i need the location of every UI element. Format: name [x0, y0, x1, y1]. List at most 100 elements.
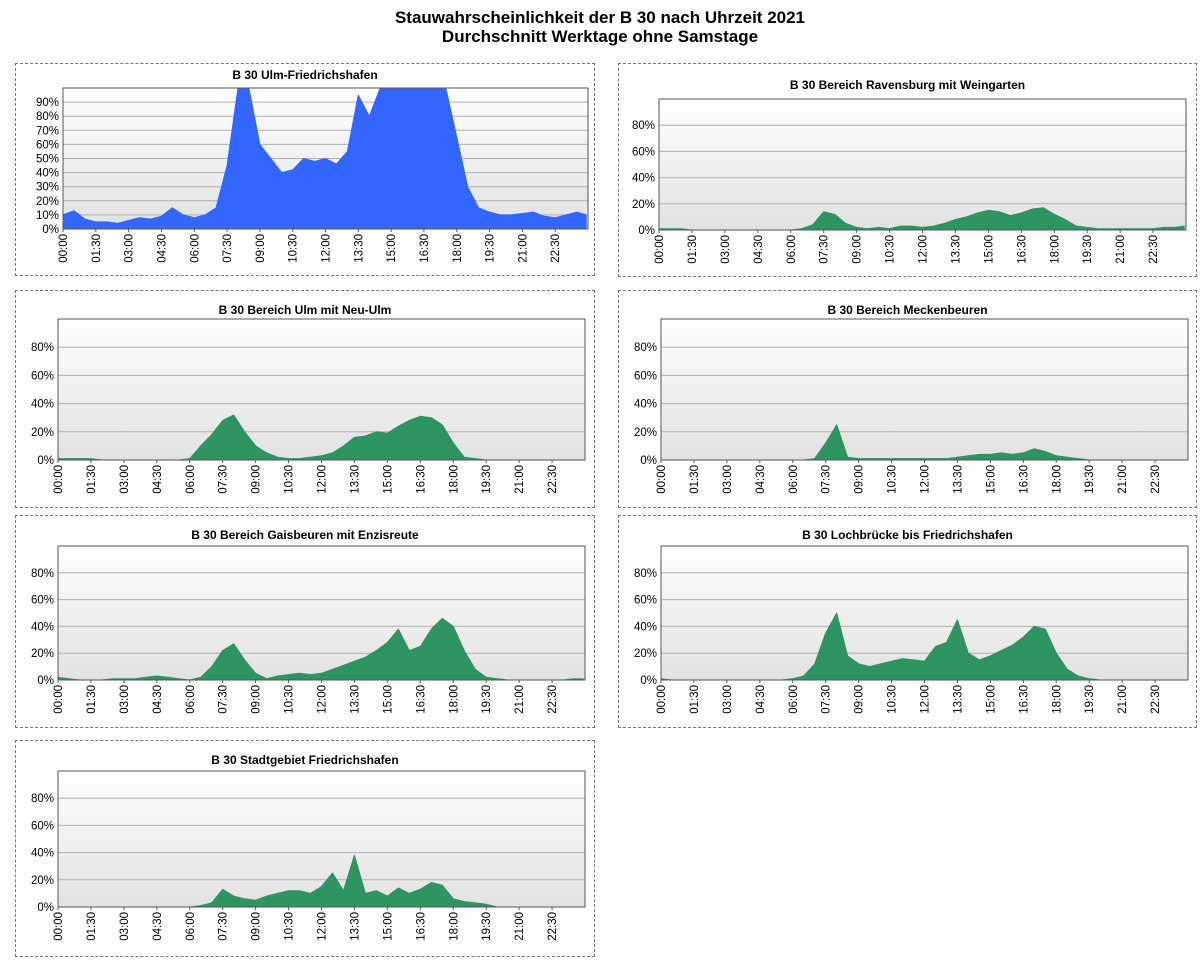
- x-tick-label: 19:30: [481, 912, 493, 941]
- x-tick-label: 06:00: [185, 685, 197, 714]
- x-tick-label: 12:00: [317, 912, 329, 941]
- chart-title: B 30 Bereich Ulm mit Neu-Ulm: [218, 303, 392, 317]
- x-tick-label: 21:00: [517, 234, 529, 263]
- x-tick-label: 00:00: [656, 465, 668, 494]
- chart-svg: 0% 20% 40% 60% 80% 00:00 01:30 03:00 04:30 06:00 0…: [31, 770, 586, 941]
- y-tick-label: 80%: [632, 120, 655, 132]
- chart-title: B 30 Stadtgebiet Friedrichshafen: [211, 753, 399, 767]
- chart-svg: 0% 20% 40% 60% 80% 00:00 01:30 03:00 04:30 06:00 0…: [31, 545, 586, 714]
- x-tick-label: 06:00: [185, 912, 197, 941]
- y-tick-label: 80%: [634, 568, 657, 580]
- y-tick-label: 60%: [632, 146, 655, 158]
- y-tick-label: 60%: [36, 139, 59, 151]
- y-tick-label: 20%: [31, 648, 54, 660]
- chart-title: B 30 Bereich Ravensburg mit Weingarten: [789, 78, 1026, 92]
- x-tick-label: 06:00: [788, 465, 800, 494]
- x-tick-label: 21:00: [1117, 465, 1129, 494]
- x-tick-label: 12:00: [317, 465, 329, 494]
- x-tick-label: 07:30: [821, 685, 833, 714]
- x-tick-label: 12:00: [317, 685, 329, 714]
- x-tick-label: 03:00: [124, 234, 136, 263]
- x-tick-label: 04:30: [753, 235, 765, 264]
- y-tick-label: 80%: [31, 568, 54, 580]
- x-tick-label: 15:00: [386, 234, 398, 263]
- x-tick-label: 18:00: [1051, 465, 1063, 494]
- y-tick-label: 40%: [31, 848, 54, 860]
- y-tick-label: 0%: [37, 675, 54, 687]
- x-tick-label: 22:30: [1150, 465, 1162, 494]
- x-tick-label: 01:30: [86, 465, 98, 494]
- x-tick-label: 09:00: [255, 234, 267, 263]
- y-tick-label: 0%: [42, 224, 59, 236]
- x-tick-label: 04:30: [156, 234, 168, 263]
- x-tick-label: 00:00: [53, 685, 65, 714]
- x-tick-label: 13:30: [353, 234, 365, 263]
- x-tick-label: 06:00: [185, 465, 197, 494]
- x-tick-label: 07:30: [218, 685, 230, 714]
- x-tick-label: 09:00: [251, 465, 263, 494]
- y-tick-label: 70%: [36, 125, 59, 137]
- y-tick-label: 40%: [36, 168, 59, 180]
- x-tick-label: 13:30: [950, 235, 962, 264]
- y-tick-label: 40%: [31, 621, 54, 633]
- x-tick-label: 18:00: [452, 234, 464, 263]
- x-tick-label: 04:30: [152, 685, 164, 714]
- x-tick-label: 00:00: [58, 234, 70, 263]
- x-tick-label: 21:00: [514, 685, 526, 714]
- x-tick-label: 13:30: [952, 465, 964, 494]
- x-tick-label: 09:00: [251, 685, 263, 714]
- x-tick-label: 00:00: [656, 685, 668, 714]
- x-tick-label: 10:30: [885, 235, 897, 264]
- plot-background: [659, 99, 1186, 230]
- x-tick-label: 10:30: [288, 234, 300, 263]
- plot-background: [58, 771, 585, 907]
- x-tick-label: 01:30: [86, 912, 98, 941]
- plot-background: [661, 319, 1188, 460]
- x-tick-label: 22:30: [547, 685, 559, 714]
- x-tick-label: 07:30: [222, 234, 234, 263]
- y-tick-label: 60%: [31, 595, 54, 607]
- x-tick-label: 22:30: [1148, 235, 1160, 264]
- x-tick-label: 13:30: [349, 465, 361, 494]
- x-tick-label: 06:00: [788, 685, 800, 714]
- x-tick-label: 16:30: [415, 685, 427, 714]
- x-tick-label: 12:00: [918, 235, 930, 264]
- x-tick-label: 16:30: [415, 465, 427, 494]
- x-tick-label: 15:00: [985, 465, 997, 494]
- y-tick-label: 20%: [634, 648, 657, 660]
- x-tick-label: 01:30: [86, 685, 98, 714]
- x-tick-label: 18:00: [448, 685, 460, 714]
- x-tick-label: 09:00: [854, 465, 866, 494]
- x-tick-label: 06:00: [189, 234, 201, 263]
- chart-title: B 30 Lochbrücke bis Friedrichshafen: [802, 528, 1013, 542]
- x-tick-label: 13:30: [952, 685, 964, 714]
- x-tick-label: 21:00: [1115, 235, 1127, 264]
- y-tick-label: 10%: [36, 210, 59, 222]
- y-tick-label: 40%: [31, 399, 54, 411]
- y-tick-label: 20%: [31, 427, 54, 439]
- x-tick-label: 00:00: [53, 912, 65, 941]
- series-area: [62, 87, 587, 230]
- y-tick-label: 80%: [31, 342, 54, 354]
- chart-svg: 0% 20% 40% 60% 80% 00:00 01:30 03:00 04:30 06:00 0…: [634, 318, 1189, 494]
- chart-panel-lochbruecke-friedrichshafen: B 30 Lochbrücke bis Friedrichshafen 0% 20…: [618, 515, 1197, 728]
- x-tick-label: 19:30: [481, 685, 493, 714]
- y-tick-label: 0%: [640, 455, 657, 467]
- chart-panel-gaisbeuren-enzisreute: B 30 Bereich Gaisbeuren mit Enzisreute 0…: [15, 515, 595, 728]
- x-tick-label: 01:30: [91, 234, 103, 263]
- chart-panel-stadtgebiet-friedrichshafen: B 30 Stadtgebiet Friedrichshafen 0% 20% 40…: [15, 740, 595, 957]
- x-tick-label: 22:30: [547, 912, 559, 941]
- x-tick-label: 00:00: [53, 465, 65, 494]
- x-tick-label: 15:00: [985, 685, 997, 714]
- x-tick-label: 07:30: [819, 235, 831, 264]
- x-tick-label: 21:00: [514, 912, 526, 941]
- plot-background: [661, 546, 1188, 680]
- x-tick-label: 04:30: [755, 465, 767, 494]
- chart-panel-meckenbeuren: B 30 Bereich Meckenbeuren 0% 20% 40% 60% 80%…: [618, 290, 1197, 508]
- x-tick-label: 09:00: [852, 235, 864, 264]
- x-tick-label: 19:30: [1084, 465, 1096, 494]
- y-tick-label: 20%: [634, 427, 657, 439]
- x-tick-label: 15:00: [983, 235, 995, 264]
- x-tick-label: 01:30: [687, 235, 699, 264]
- x-tick-label: 18:00: [1049, 235, 1061, 264]
